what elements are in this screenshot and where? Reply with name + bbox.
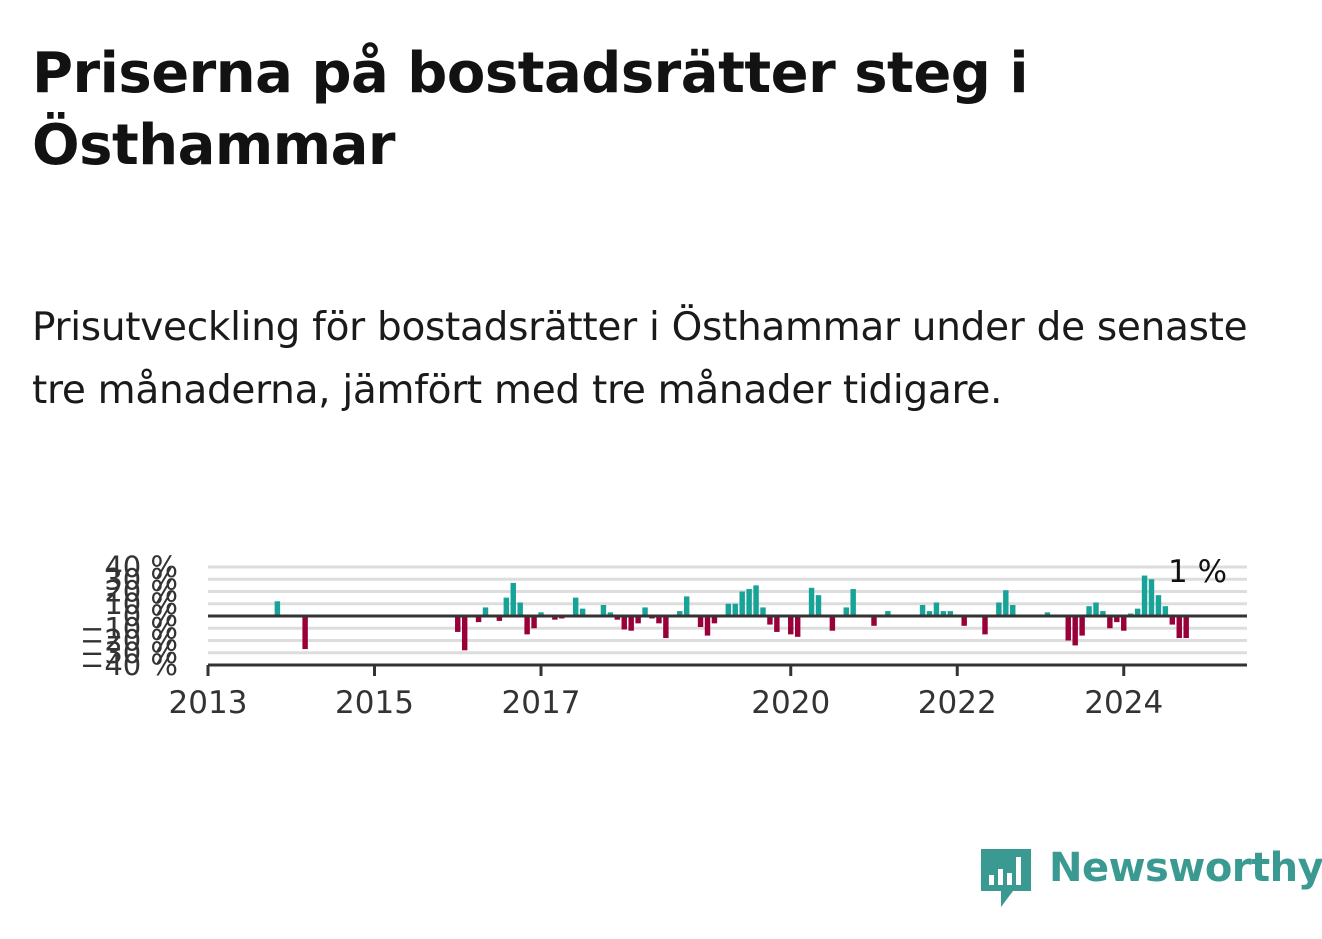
x-tick-label: 2013 xyxy=(169,685,248,721)
data-bar xyxy=(996,602,1002,616)
data-bar xyxy=(829,616,836,631)
y-tick-label: −40 % xyxy=(80,648,178,682)
data-bar xyxy=(843,607,849,616)
y-tick-label: 40 % xyxy=(104,550,178,584)
data-bar xyxy=(455,616,461,632)
data-bar xyxy=(753,585,759,616)
data-bar xyxy=(739,591,745,616)
data-bar xyxy=(572,597,579,616)
data-bar xyxy=(1114,616,1120,623)
data-bar xyxy=(482,607,489,616)
x-tick-label: 2024 xyxy=(1084,685,1163,721)
data-bar xyxy=(788,616,794,635)
data-bar xyxy=(711,616,718,624)
data-bar xyxy=(1155,595,1162,616)
data-bar xyxy=(947,611,954,616)
data-bar xyxy=(794,616,801,637)
y-tick-label: 20 % xyxy=(104,575,178,609)
data-bar xyxy=(1065,616,1071,641)
data-bar xyxy=(961,616,967,626)
data-bar xyxy=(475,616,482,623)
data-bar xyxy=(919,604,926,616)
data-bar xyxy=(517,602,523,616)
data-bar xyxy=(614,616,621,620)
y-tick-label: 10 % xyxy=(104,587,178,621)
chart-subtitle: Prisutveckling för bostadsrätter i Östha… xyxy=(32,305,1248,413)
data-bar xyxy=(683,596,690,616)
data-bar xyxy=(600,604,607,616)
data-bar xyxy=(1086,606,1092,616)
data-bar xyxy=(510,582,516,616)
data-bar xyxy=(1100,611,1106,616)
data-bar xyxy=(1134,608,1141,616)
data-bar xyxy=(933,602,940,616)
chart-title: Priserna på bostadsrätter steg i Östhamm… xyxy=(32,41,1029,178)
data-bar xyxy=(642,607,648,616)
data-bar xyxy=(760,607,766,616)
data-bar xyxy=(496,616,503,621)
data-bar xyxy=(746,589,752,616)
data-bar xyxy=(531,616,537,629)
data-bar xyxy=(628,616,634,631)
last-value-label: 1 % xyxy=(1168,554,1227,590)
data-bar xyxy=(461,616,468,651)
data-bar xyxy=(1183,616,1189,639)
data-bar xyxy=(1141,575,1148,616)
y-tick-label: 0 % xyxy=(123,599,178,633)
data-bar xyxy=(663,616,669,639)
data-bar xyxy=(940,611,947,616)
x-tick-label: 2022 xyxy=(918,685,997,721)
data-bar xyxy=(1044,612,1051,616)
y-tick-label: −10 % xyxy=(80,611,178,645)
data-bar xyxy=(850,589,856,616)
data-bar xyxy=(885,611,891,616)
y-tick-label: −20 % xyxy=(80,624,178,658)
data-bar xyxy=(656,616,662,624)
newsworthy-logo-icon xyxy=(981,849,1031,907)
brand-name: Newsworthy xyxy=(1049,845,1322,891)
data-bar xyxy=(1003,590,1009,616)
data-bar xyxy=(808,587,815,616)
data-bar xyxy=(725,603,732,616)
data-bar xyxy=(774,616,780,632)
x-tick-label: 2017 xyxy=(502,685,581,721)
newsworthy-logo: Newsworthy xyxy=(981,845,1322,909)
data-bar xyxy=(1169,616,1176,625)
data-bar xyxy=(1121,616,1127,631)
data-bar xyxy=(1010,604,1016,616)
data-bar xyxy=(607,612,614,616)
data-bar xyxy=(926,611,933,616)
y-tick-label: 30 % xyxy=(104,562,178,596)
data-bar xyxy=(302,616,308,650)
x-tick-label: 2015 xyxy=(335,685,414,721)
data-bar xyxy=(621,616,627,630)
data-bar xyxy=(1079,616,1085,636)
data-bar xyxy=(815,595,822,616)
data-bar xyxy=(677,611,683,616)
data-bar xyxy=(274,601,281,616)
data-bar xyxy=(538,612,544,616)
data-bar xyxy=(1162,606,1169,616)
data-bar xyxy=(1176,616,1182,639)
data-bar xyxy=(1107,616,1113,629)
data-bar xyxy=(697,616,704,628)
data-bar xyxy=(552,616,558,620)
data-bar xyxy=(503,597,510,616)
y-tick-label: −30 % xyxy=(80,636,178,670)
data-bar xyxy=(579,608,586,616)
data-bar xyxy=(1093,602,1099,616)
data-bar xyxy=(982,616,988,635)
data-bar xyxy=(524,616,530,635)
bar-chart: 40 %30 %20 %10 %0 %−10 %−20 %−30 %−40 %2… xyxy=(80,550,1247,721)
data-bar xyxy=(1148,579,1155,616)
data-bar xyxy=(635,616,641,624)
data-bar xyxy=(767,616,773,625)
data-bar xyxy=(871,616,877,626)
data-bar xyxy=(1072,616,1078,646)
data-bar xyxy=(704,616,711,636)
data-bar xyxy=(732,603,738,616)
x-tick-label: 2020 xyxy=(751,685,830,721)
